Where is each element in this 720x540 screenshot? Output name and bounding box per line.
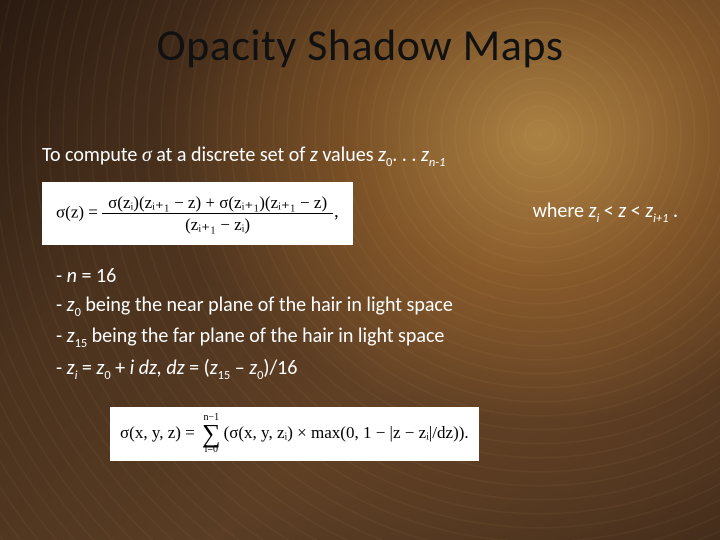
fraction: σ(zᵢ)(zᵢ₊₁ − z) + σ(zᵢ₊₁)(zᵢ₊₁ − z)(zᵢ₊₁… xyxy=(102,192,333,235)
list-item: - z15 being the far plane of the hair in… xyxy=(56,323,678,353)
text: at a discrete set of xyxy=(152,143,310,167)
text: < xyxy=(626,199,645,223)
dots: . . . xyxy=(392,143,421,167)
content-area: To compute σ at a discrete set of z valu… xyxy=(0,142,720,461)
text: being the near plane of the hair in ligh… xyxy=(81,293,453,317)
text: values xyxy=(318,143,378,167)
dash: - xyxy=(56,324,67,348)
where-clause: where zi < z < zi+1 . xyxy=(515,198,678,228)
trail: , xyxy=(334,201,339,221)
text: – xyxy=(230,356,249,380)
var: z xyxy=(249,356,257,380)
formula-2: σ(x, y, z) = n−1∑i=0(σ(x, y, zᵢ) × max(0… xyxy=(110,407,479,461)
subscript: 15 xyxy=(75,336,88,351)
formula-2-row: σ(x, y, z) = n−1∑i=0(σ(x, y, zᵢ) × max(0… xyxy=(110,407,678,461)
formula-1: σ(z) = σ(zᵢ)(zᵢ₊₁ − z) + σ(zᵢ₊₁)(zᵢ₊₁ − … xyxy=(42,182,353,245)
var: z xyxy=(67,293,75,317)
bullet-list: - n = 16 - z0 being the near plane of th… xyxy=(56,263,678,385)
slide: Opacity Shadow Maps To compute σ at a di… xyxy=(0,0,720,540)
list-item: - zi = z0 + i dz, dz = (z15 – z0)/16 xyxy=(56,355,678,385)
subscript: 15 xyxy=(218,368,231,383)
var: z xyxy=(210,356,218,380)
formula-body: (σ(x, y, zᵢ) × max(0, 1 − |z − zᵢ|/dz)) xyxy=(224,423,465,442)
page-title: Opacity Shadow Maps xyxy=(0,18,720,72)
intro-line: To compute σ at a discrete set of z valu… xyxy=(42,142,678,172)
var: n xyxy=(67,264,77,288)
var: z xyxy=(67,324,75,348)
var: i dz, dz xyxy=(130,356,185,380)
dash: - xyxy=(56,356,67,380)
text: being the far plane of the hair in light… xyxy=(87,324,444,348)
text: < xyxy=(599,199,618,223)
sigma: σ xyxy=(142,144,152,166)
formula-lhs: σ(x, y, z) = xyxy=(120,423,199,442)
var-z: z xyxy=(310,143,318,167)
formula-lhs: σ(z) = xyxy=(56,202,102,221)
summation: n−1∑i=0 xyxy=(202,413,221,455)
text: + xyxy=(111,356,130,380)
text: . xyxy=(668,199,678,223)
text: To compute xyxy=(42,143,142,167)
numerator: σ(zᵢ)(zᵢ₊₁ − z) + σ(zᵢ₊₁)(zᵢ₊₁ − z) xyxy=(102,192,333,214)
sum-lower: i=0 xyxy=(202,445,221,455)
var-z: z xyxy=(378,143,386,167)
dash: - xyxy=(56,293,67,317)
text: where xyxy=(533,199,589,223)
text: )/16 xyxy=(263,356,297,380)
var-z: z xyxy=(421,143,429,167)
text: = xyxy=(77,356,96,380)
subscript: n-1 xyxy=(429,155,445,170)
formula-1-row: σ(z) = σ(zᵢ)(zᵢ₊₁ − z) + σ(zᵢ₊₁)(zᵢ₊₁ − … xyxy=(42,182,678,245)
subscript: i+1 xyxy=(653,211,668,226)
sigma-icon: ∑ xyxy=(202,423,221,445)
text: = ( xyxy=(185,356,210,380)
dash: - xyxy=(56,264,67,288)
list-item: - z0 being the near plane of the hair in… xyxy=(56,292,678,322)
text: = 16 xyxy=(77,264,116,288)
trail: . xyxy=(464,423,468,442)
denominator: (zᵢ₊₁ − zᵢ) xyxy=(102,214,333,235)
list-item: - n = 16 xyxy=(56,263,678,290)
var: z xyxy=(67,356,75,380)
var: z xyxy=(645,199,653,223)
